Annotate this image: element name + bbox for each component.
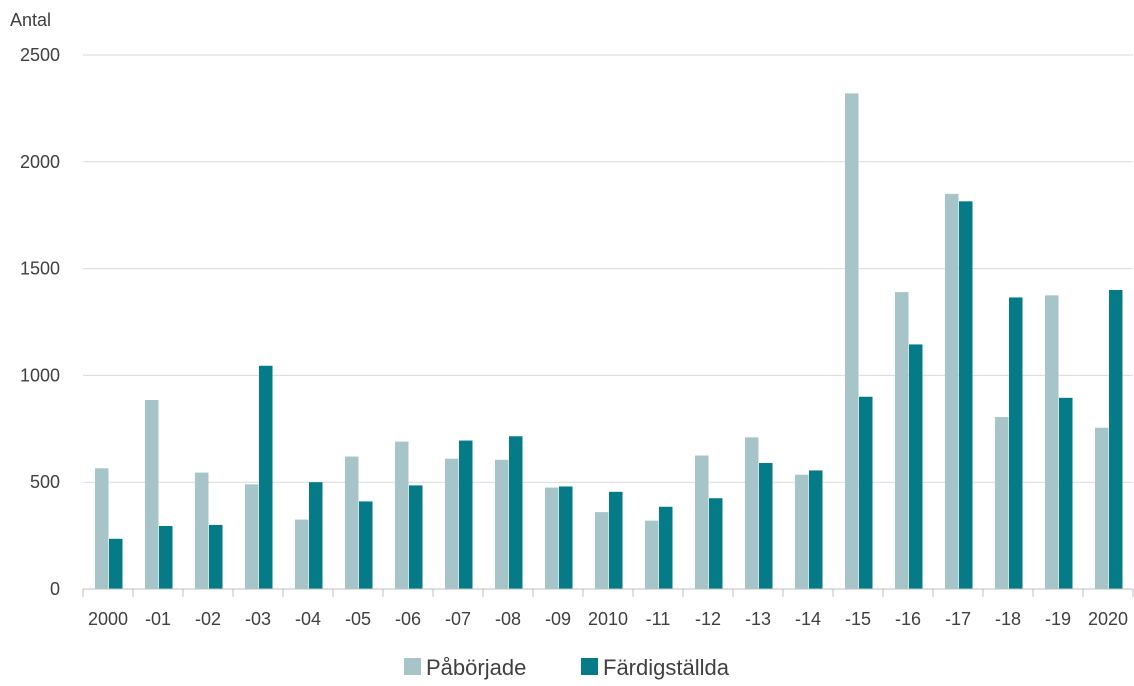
bar-fardigstallda [109,538,123,589]
x-tick-label: 2000 [88,609,128,629]
x-tick-label: -06 [395,609,421,629]
bar-pabörjade [695,455,709,589]
bar-fardigstallda [209,524,223,589]
x-axis [82,588,1134,597]
x-tick-label: -15 [845,609,871,629]
y-tick-label: 2000 [20,152,60,172]
bar-pabörjade [745,437,759,589]
x-tick-label: -09 [545,609,571,629]
x-tick-label: -12 [695,609,721,629]
bar-pabörjade [945,193,959,589]
bar-pabörjade [495,459,509,589]
x-tick-label: -11 [646,609,671,629]
bar-fardigstallda [709,498,723,589]
bar-pabörjade [895,292,909,589]
legend-label: Färdigställda [603,655,730,680]
bar-pabörjade [545,487,559,589]
bar-pabörjade [245,484,259,589]
bar-pabörjade [145,399,159,589]
bar-fardigstallda [259,365,273,589]
bar-fardigstallda [609,491,623,589]
bar-pabörjade [395,441,409,589]
bar-fardigstallda [909,344,923,589]
y-tick-label: 1500 [20,259,60,279]
bar-fardigstallda [759,462,773,589]
x-axis-ticks: 2000 -01 -02 -03 -04 -05 -06 -07 -08 -09 2010 -11 -1… [88,609,1128,629]
bar-fardigstallda [159,525,173,589]
bar-pabörjade [445,458,459,589]
x-tick-label: -03 [245,609,271,629]
bar-fardigstallda [309,482,323,589]
x-tick-label: -05 [345,609,371,629]
x-tick-label: -16 [895,609,921,629]
bar-pabörjade [1095,427,1109,589]
y-axis-ticks: 0 500 1000 1500 2000 2500 [20,45,60,599]
bar-fardigstallda [509,436,523,589]
x-tick-label: -01 [145,609,171,629]
legend-swatch [404,658,421,675]
x-tick-label: -14 [795,609,821,629]
x-tick-label: -18 [995,609,1021,629]
gridlines [83,54,1133,483]
y-tick-label: 2500 [20,45,60,65]
bar-pabörjade [195,472,209,589]
bar-pabörjade [795,474,809,589]
x-tick-label: -08 [495,609,521,629]
x-tick-label: -07 [445,609,471,629]
x-tick-label: 2020 [1088,609,1128,629]
x-tick-label: 2010 [588,609,628,629]
x-tick-label: -04 [295,609,321,629]
y-axis-title: Antal [10,10,51,30]
x-tick-label: -17 [945,609,971,629]
bar-fardigstallda [459,440,473,589]
legend: Påbörjade Färdigställda [404,655,730,680]
bar-fardigstallda [559,486,573,589]
bar-fardigstallda [1109,289,1123,589]
bar-fardigstallda [409,485,423,589]
bar-pabörjade [995,417,1009,589]
y-tick-label: 0 [50,579,60,599]
legend-swatch [581,658,598,675]
x-tick-label: -13 [745,609,771,629]
bar-fardigstallda [359,501,373,589]
x-tick-label: -19 [1045,609,1071,629]
bar-fardigstallda [659,506,673,589]
bar-pabörjade [295,519,309,589]
legend-label: Påbörjade [426,655,526,680]
bar-fardigstallda [809,470,823,589]
bar-pabörjade [345,456,359,589]
bar-fardigstallda [1059,397,1073,589]
bar-pabörjade [1045,295,1059,589]
bar-pabörjade [845,93,859,589]
x-tick-label: -02 [195,609,221,629]
bar-pabörjade [645,520,659,589]
bar-fardigstallda [859,396,873,589]
bar-fardigstallda [959,201,973,590]
y-tick-label: 500 [30,472,60,492]
bars [95,93,1123,590]
bar-pabörjade [595,512,609,589]
y-tick-label: 1000 [20,365,60,385]
bar-fardigstallda [1009,297,1023,589]
bar-pabörjade [95,468,109,589]
